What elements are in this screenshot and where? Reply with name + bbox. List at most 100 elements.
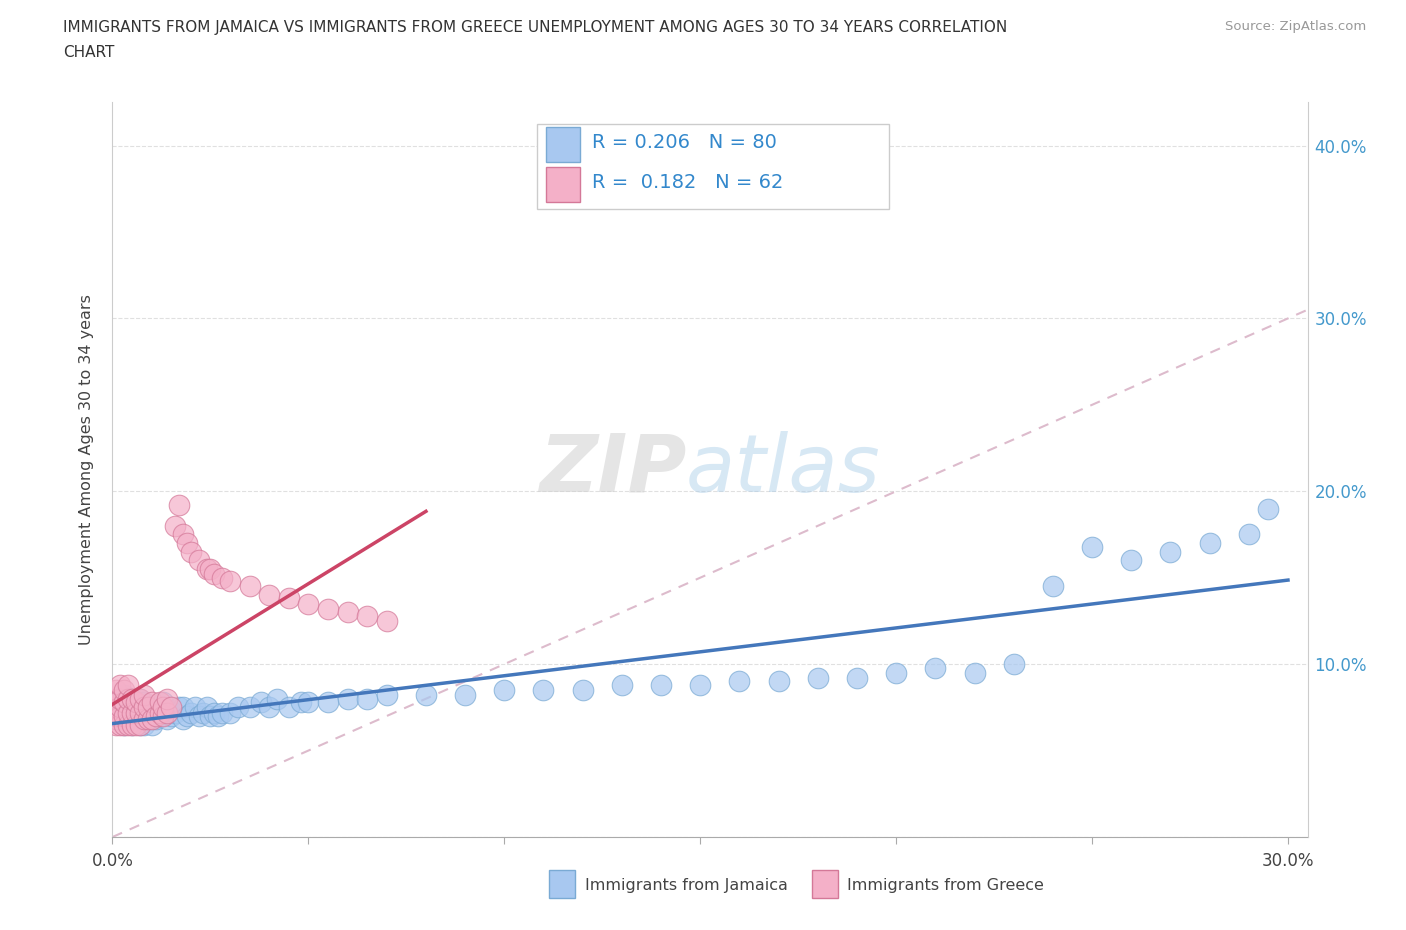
Point [239,700,262,715]
Point [152,695,174,710]
Point [415,688,437,703]
Y-axis label: Unemployment Among Ages 30 to 34 years: Unemployment Among Ages 30 to 34 years [79,294,94,645]
Point [202,566,225,581]
Point [924,660,946,675]
Point [257,588,280,603]
Point [121,717,143,732]
Point [121,709,143,724]
Point [112,700,135,715]
Point [129,691,152,706]
Point [141,705,163,720]
Point [145,712,167,727]
Point [184,700,207,715]
Point [187,553,209,568]
Point [846,671,869,685]
Point [112,709,135,724]
Point [125,712,148,727]
Point [1257,501,1279,516]
Point [121,705,143,720]
Point [180,705,202,720]
Point [156,705,179,720]
Point [277,700,299,715]
Point [257,700,280,715]
Text: atlas: atlas [686,431,882,509]
Point [277,591,299,605]
Point [297,695,319,710]
Text: R =  0.182   N = 62: R = 0.182 N = 62 [592,173,783,193]
Point [375,614,398,629]
Point [121,691,143,706]
Point [148,709,170,724]
Point [172,700,194,715]
Point [117,700,139,715]
Point [129,717,152,732]
Point [105,717,128,732]
Point [125,700,148,715]
Point [219,705,242,720]
Point [494,683,516,698]
Point [176,709,198,724]
Point [156,691,179,706]
Point [316,695,339,710]
Point [1121,553,1143,568]
Point [110,717,132,732]
Point [297,596,319,611]
Text: IMMIGRANTS FROM JAMAICA VS IMMIGRANTS FROM GREECE UNEMPLOYMENT AMONG AGES 30 TO : IMMIGRANTS FROM JAMAICA VS IMMIGRANTS FR… [63,20,1008,35]
Point [689,677,711,692]
Point [1042,578,1064,593]
Point [117,717,139,732]
FancyBboxPatch shape [547,127,579,163]
Point [125,705,148,720]
Point [963,665,986,680]
Text: R = 0.206   N = 80: R = 0.206 N = 80 [592,133,776,153]
Point [132,700,155,715]
Point [219,574,242,589]
Point [125,717,148,732]
Point [105,691,128,706]
Point [571,683,593,698]
Point [117,677,139,692]
Point [187,709,209,724]
FancyBboxPatch shape [537,125,889,209]
Point [610,677,633,692]
Point [110,709,132,724]
Point [250,695,273,710]
Point [105,683,128,698]
Point [129,691,152,706]
FancyBboxPatch shape [548,870,575,898]
Point [132,705,155,720]
Point [180,544,202,559]
Text: CHART: CHART [63,45,115,60]
Text: Source: ZipAtlas.com: Source: ZipAtlas.com [1226,20,1367,33]
Point [207,709,229,724]
Text: Immigrants from Jamaica: Immigrants from Jamaica [585,878,787,893]
Point [160,709,183,724]
Point [290,695,312,710]
Point [316,602,339,617]
Point [152,700,174,715]
Point [125,695,148,710]
Point [152,705,174,720]
Point [1237,527,1260,542]
Point [454,688,477,703]
Point [152,709,174,724]
Point [110,691,132,706]
Point [132,712,155,727]
FancyBboxPatch shape [811,870,838,898]
Point [112,717,135,732]
Point [226,700,249,715]
Point [148,695,170,710]
Point [195,562,218,577]
Point [141,695,163,710]
Point [200,709,222,724]
Point [117,712,139,727]
FancyBboxPatch shape [547,166,579,202]
Point [136,700,159,715]
Point [110,677,132,692]
Point [176,536,198,551]
Point [165,518,187,533]
Point [165,705,187,720]
Point [172,712,194,727]
Point [202,705,225,720]
Point [768,674,790,689]
